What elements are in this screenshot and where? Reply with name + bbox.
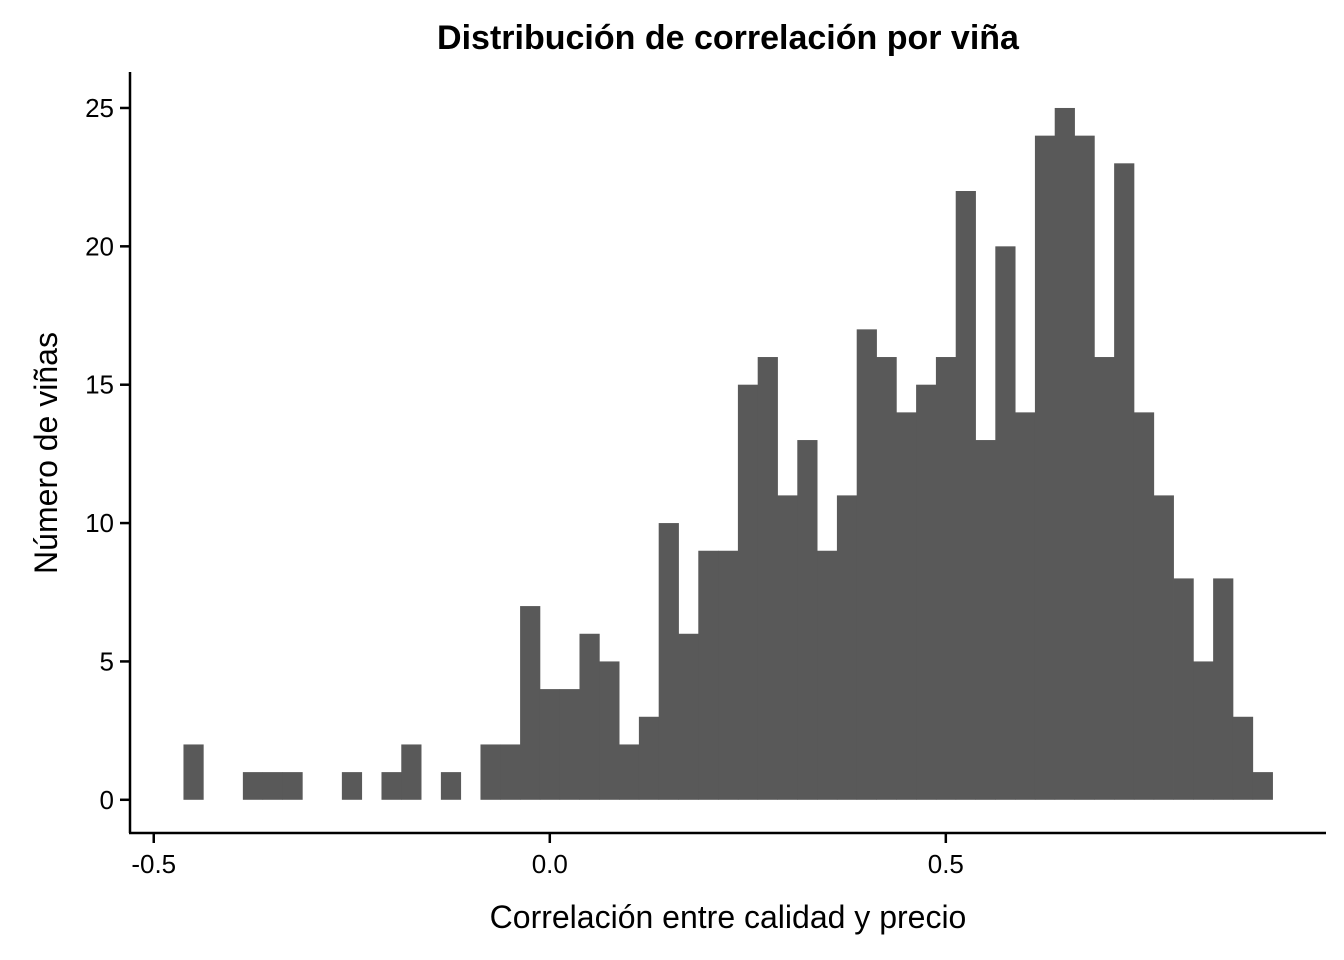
chart-title: Distribución de correlación por viña xyxy=(437,19,1020,57)
bars-group xyxy=(183,107,1273,800)
histogram-bar xyxy=(1252,772,1273,800)
histogram-bar xyxy=(579,633,600,800)
histogram-bar xyxy=(619,744,640,800)
histogram-bar xyxy=(638,716,660,800)
histogram-bar xyxy=(836,495,858,800)
histogram-bar xyxy=(896,412,917,800)
histogram-bar xyxy=(935,357,957,800)
y-tick-label: 15 xyxy=(85,370,114,400)
histogram-bar xyxy=(916,384,937,800)
y-axis-label: Número de viñas xyxy=(28,332,64,574)
y-tick-label: 25 xyxy=(85,93,114,123)
histogram-bar xyxy=(698,550,719,800)
histogram-bar xyxy=(658,523,679,800)
histogram-bar xyxy=(876,357,897,800)
y-tick-label: 0 xyxy=(100,785,114,815)
histogram-bar xyxy=(955,190,976,800)
histogram-bar xyxy=(1094,357,1115,800)
histogram-bar xyxy=(559,689,580,800)
histogram-bar xyxy=(242,772,264,800)
histogram-bar xyxy=(975,440,996,800)
x-tick-label: 0.5 xyxy=(928,849,964,879)
histogram-bar xyxy=(737,384,759,800)
histogram-bar xyxy=(440,772,462,800)
histogram-bar xyxy=(1193,661,1214,800)
histogram-bar xyxy=(183,744,204,800)
histogram-bar xyxy=(539,689,561,800)
x-tick-label: 0.0 xyxy=(532,849,568,879)
y-axis-ticks: 0 5 10 15 20 25 xyxy=(85,93,130,815)
histogram-bar xyxy=(1054,107,1075,800)
x-axis-ticks: -0.5 0.0 0.5 xyxy=(131,833,964,879)
histogram-bar xyxy=(1153,495,1174,800)
histogram-bar xyxy=(341,772,363,800)
y-tick-label: 10 xyxy=(85,508,114,538)
histogram-bar xyxy=(520,606,541,800)
histogram-bar xyxy=(282,772,303,800)
histogram-bar xyxy=(1133,412,1155,800)
histogram-bar xyxy=(817,550,838,800)
y-tick-label: 5 xyxy=(100,646,114,676)
histogram-bar xyxy=(381,772,402,800)
histogram-bar xyxy=(995,246,1016,800)
histogram-bar xyxy=(1232,716,1254,800)
histogram-bar xyxy=(401,744,422,800)
x-axis-label: Correlación entre calidad y precio xyxy=(490,899,967,935)
histogram-bar xyxy=(1015,412,1036,800)
histogram-bar xyxy=(718,550,739,800)
y-tick-label: 20 xyxy=(85,231,114,261)
histogram-bar xyxy=(757,357,778,800)
histogram-bar xyxy=(856,329,877,800)
histogram-bar xyxy=(1034,135,1056,800)
histogram-bar xyxy=(678,633,699,800)
histogram-bar xyxy=(797,440,818,800)
histogram-bar xyxy=(777,495,798,800)
histogram-bar xyxy=(500,744,521,800)
histogram-bar xyxy=(599,661,620,800)
histogram-bar xyxy=(1114,163,1135,800)
histogram-bar xyxy=(1173,578,1194,800)
histogram-bar xyxy=(1213,578,1234,800)
histogram-bar xyxy=(262,772,283,800)
histogram-bar xyxy=(1074,135,1095,800)
x-tick-label: -0.5 xyxy=(131,849,176,879)
histogram-bar xyxy=(480,744,501,800)
